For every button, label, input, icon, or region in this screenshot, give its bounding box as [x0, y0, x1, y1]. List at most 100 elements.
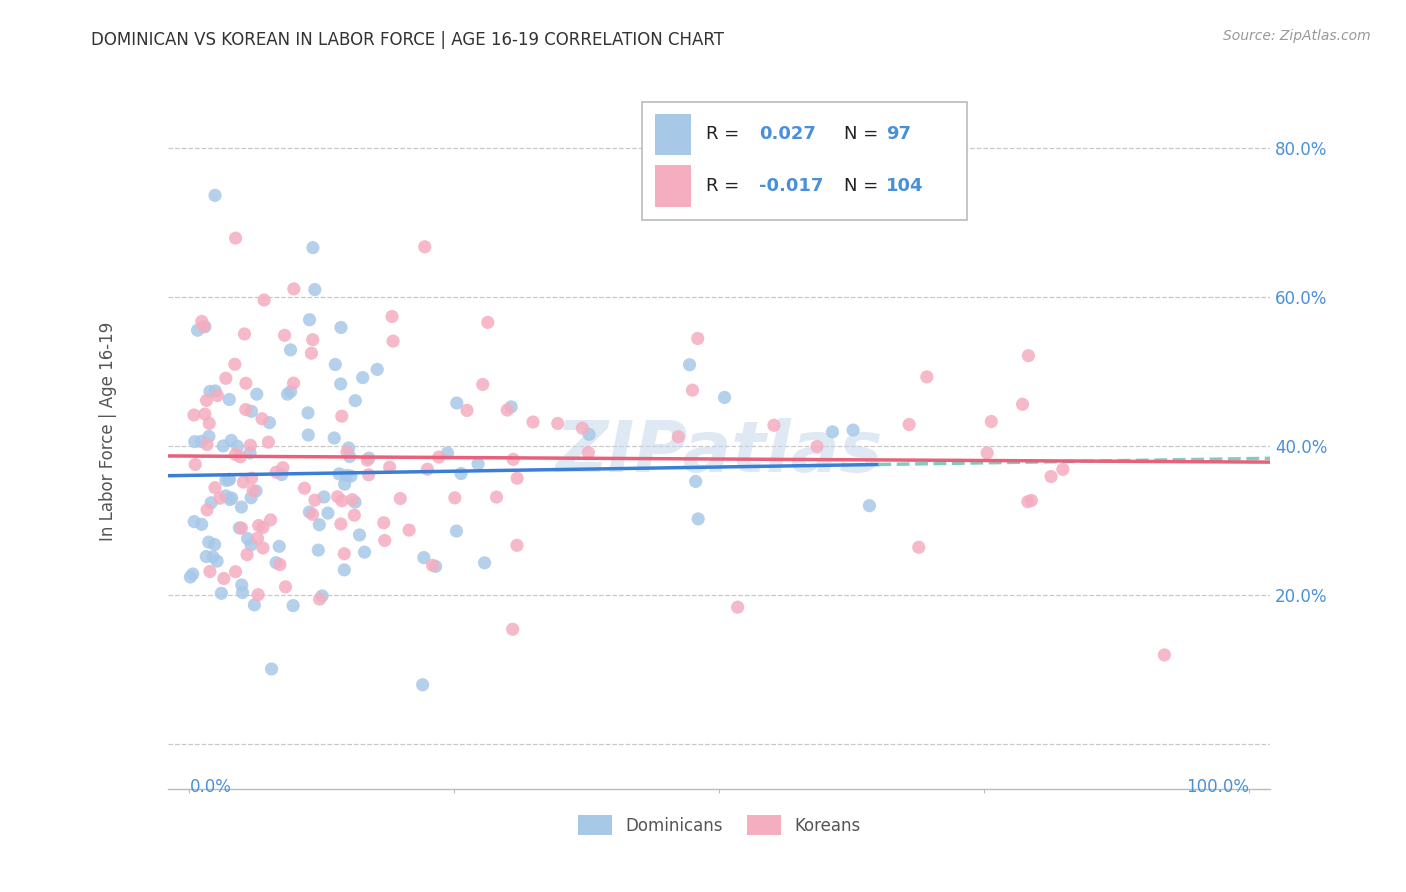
Point: [1040, 469, 1063, 483]
Point: [501, 400, 523, 414]
Point: [264, 465, 287, 479]
Point: [240, 538, 263, 552]
Text: 0.0%: 0.0%: [190, 778, 232, 796]
Point: [281, 599, 304, 613]
Point: [427, 450, 450, 464]
Point: [366, 362, 388, 376]
Point: [240, 491, 263, 505]
Point: [242, 483, 264, 498]
Point: [330, 409, 353, 424]
Point: [980, 415, 1002, 429]
Point: [806, 439, 828, 453]
Point: [190, 517, 212, 532]
Point: [1017, 349, 1039, 363]
Point: [225, 447, 247, 461]
Point: [225, 231, 247, 245]
Text: N =: N =: [844, 125, 884, 143]
Point: [821, 425, 844, 439]
Point: [247, 588, 270, 602]
Point: [412, 550, 434, 565]
Point: [204, 537, 226, 551]
Point: [252, 541, 274, 555]
Point: [356, 453, 378, 467]
Point: [204, 188, 226, 202]
Point: [232, 475, 254, 489]
Point: [329, 376, 352, 391]
Point: [678, 358, 700, 372]
Point: [297, 428, 319, 442]
Point: [301, 333, 323, 347]
Point: [311, 589, 333, 603]
Point: [212, 572, 235, 586]
Point: [1011, 397, 1033, 411]
Point: [302, 241, 325, 255]
Point: [215, 473, 238, 487]
Point: [1017, 494, 1039, 508]
Point: [323, 431, 346, 445]
Point: [195, 393, 218, 408]
Point: [307, 543, 329, 558]
Point: [329, 516, 352, 531]
Point: [195, 549, 218, 564]
Point: [246, 387, 269, 401]
Text: 104: 104: [886, 178, 924, 195]
Point: [336, 445, 359, 459]
Text: Source: ZipAtlas.com: Source: ZipAtlas.com: [1223, 29, 1371, 43]
Point: [283, 376, 305, 390]
Point: [219, 492, 242, 507]
Point: [231, 500, 253, 514]
Point: [1021, 493, 1043, 508]
Point: [571, 421, 593, 435]
Point: [522, 415, 544, 429]
Point: [1052, 462, 1074, 476]
Point: [333, 547, 356, 561]
Point: [190, 434, 212, 449]
Point: [416, 462, 439, 476]
Point: [578, 427, 600, 442]
Bar: [655, 165, 690, 207]
Point: [506, 538, 529, 552]
Point: [218, 472, 240, 486]
Point: [208, 491, 231, 506]
Point: [191, 314, 214, 328]
Point: [1153, 648, 1175, 662]
Point: [269, 558, 291, 572]
Point: [915, 370, 938, 384]
Text: In Labor Force | Age 16-19: In Labor Force | Age 16-19: [98, 321, 117, 541]
Point: [353, 545, 375, 559]
Point: [225, 565, 247, 579]
Point: [264, 556, 287, 570]
Point: [207, 388, 229, 402]
Text: 97: 97: [886, 125, 911, 143]
Text: 100.0%: 100.0%: [1187, 778, 1249, 796]
Point: [308, 517, 330, 532]
Point: [502, 452, 524, 467]
Bar: [655, 114, 690, 155]
Point: [349, 528, 371, 542]
Point: [328, 467, 350, 481]
Point: [436, 446, 458, 460]
Point: [221, 491, 243, 505]
Text: R =: R =: [706, 125, 745, 143]
Point: [333, 563, 356, 577]
Point: [330, 320, 353, 334]
Point: [232, 585, 254, 599]
Point: [239, 438, 262, 452]
Point: [215, 371, 238, 385]
Point: [294, 481, 316, 495]
Point: [337, 441, 360, 455]
Point: [184, 434, 207, 449]
Point: [236, 532, 259, 546]
Point: [212, 439, 235, 453]
Point: [239, 446, 262, 460]
Point: [280, 343, 302, 357]
Point: [446, 524, 468, 538]
Point: [226, 439, 249, 453]
Point: [682, 383, 704, 397]
Point: [858, 499, 880, 513]
Point: [236, 548, 259, 562]
Point: [198, 417, 221, 431]
Point: [412, 678, 434, 692]
Point: [257, 435, 280, 450]
FancyBboxPatch shape: [643, 102, 967, 219]
